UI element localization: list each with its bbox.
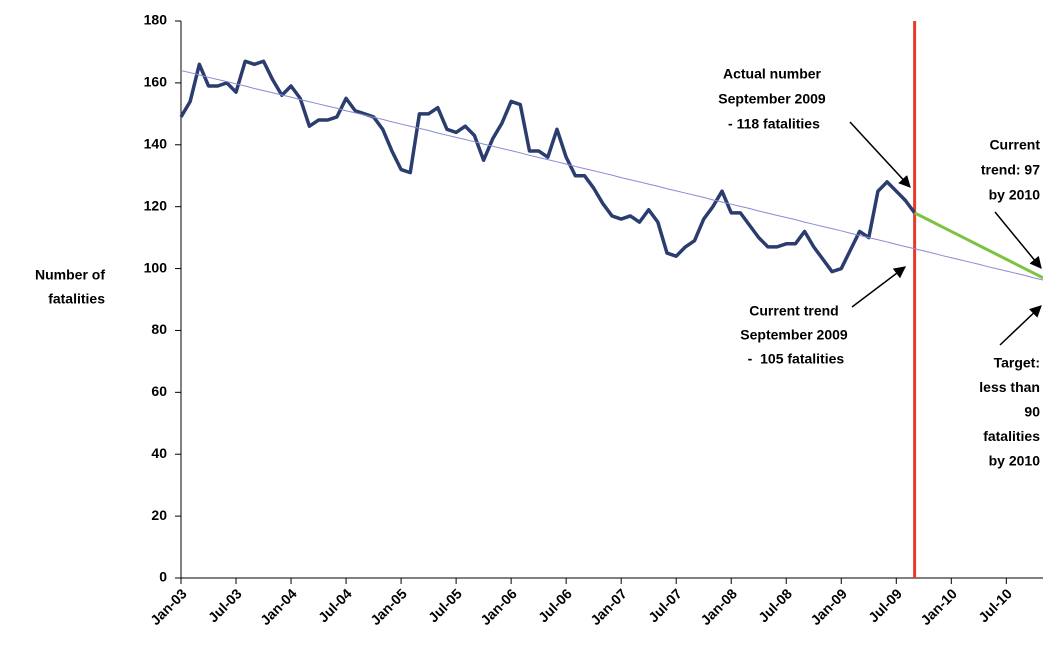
y-axis-label: fatalities [48, 291, 105, 307]
x-tick-label: Jan-03 [147, 585, 190, 628]
arrow [851, 266, 906, 308]
annotation: September 2009 [718, 91, 826, 107]
annotation: trend: 97 [981, 162, 1040, 178]
arrow [849, 121, 911, 188]
arrow [994, 211, 1042, 269]
x-tick-label: Jan-09 [807, 585, 850, 628]
annotation-arrows [849, 121, 1042, 346]
x-tick-label: Jul-06 [535, 585, 575, 625]
y-tick-label: 0 [159, 569, 167, 585]
annotation: fatalities [983, 428, 1040, 444]
x-tick-label: Jul-10 [975, 585, 1015, 625]
x-tick-label: Jul-07 [645, 585, 685, 625]
arrow [999, 305, 1042, 346]
y-axis-label: Number of [35, 267, 105, 283]
annotation: less than [979, 379, 1040, 395]
y-tick-label: 20 [151, 507, 167, 523]
y-tick-label: 120 [144, 197, 168, 213]
x-tick-label: Jan-05 [367, 585, 410, 628]
y-tick-label: 180 [144, 12, 168, 28]
annotation: Current trend [749, 303, 838, 319]
x-tick-label: Jan-07 [587, 585, 630, 628]
annotation: - 105 fatalities [744, 351, 845, 367]
x-tick-label: Jul-04 [315, 585, 355, 625]
y-tick-label: 40 [151, 445, 167, 461]
x-tick-label: Jul-03 [205, 585, 245, 625]
x-tick-label: Jul-08 [755, 585, 795, 625]
y-tick-label: 80 [151, 321, 167, 337]
x-tick-label: Jul-09 [865, 585, 905, 625]
annotation: Target: [994, 355, 1040, 371]
y-tick-label: 160 [144, 74, 168, 90]
y-tick-label: 140 [144, 135, 168, 151]
x-tick-label: Jul-05 [425, 585, 465, 625]
x-tick-label: Jan-10 [917, 585, 960, 628]
annotation: - 118 fatalities [724, 116, 820, 132]
x-tick-label: Jan-06 [477, 585, 520, 628]
annotation: 90 [1024, 404, 1040, 420]
annotation: September 2009 [740, 327, 848, 343]
y-tick-label: 100 [144, 259, 168, 275]
x-tick-label: Jan-08 [697, 585, 740, 628]
y-tick-label: 60 [151, 383, 167, 399]
annotation: by 2010 [989, 187, 1041, 203]
annotation: Actual number [723, 66, 822, 82]
annotation: by 2010 [989, 453, 1041, 469]
x-tick-label: Jan-04 [257, 585, 300, 628]
series-line [180, 70, 1043, 281]
series-line [179, 59, 917, 274]
annotation: Current [989, 137, 1040, 153]
series-line [913, 211, 1043, 280]
